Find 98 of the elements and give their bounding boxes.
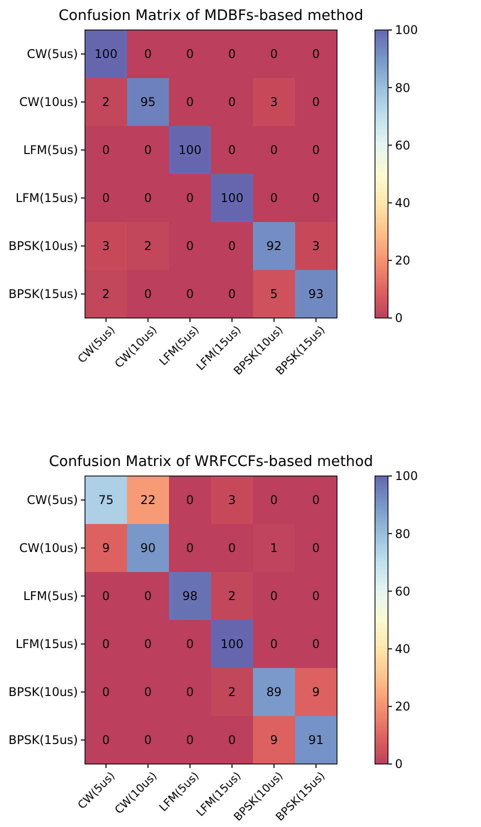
data-label: 0	[102, 637, 110, 652]
data-label: 0	[186, 191, 194, 206]
color-bar-label: 20	[395, 700, 410, 714]
chart-title: Confusion Matrix of WRFCCFs-based method	[48, 454, 374, 470]
data-label: 22	[140, 493, 156, 508]
color-bar-label: 100	[395, 23, 418, 38]
y-tick-label: CW(5us)	[26, 493, 78, 508]
data-label: 92	[266, 239, 282, 254]
data-label: 9	[102, 541, 110, 556]
data-label: 95	[140, 95, 156, 110]
data-label: 0	[144, 637, 152, 652]
data-label: 0	[144, 589, 152, 604]
color-bar-label: 20	[395, 254, 410, 268]
y-tick-label: BPSK(10us)	[8, 685, 78, 700]
data-label: 5	[270, 287, 278, 302]
data-label: 0	[270, 47, 278, 62]
data-label: 3	[312, 239, 320, 254]
data-label: 0	[270, 637, 278, 652]
data-label: 93	[308, 287, 324, 302]
data-label: 0	[186, 95, 194, 110]
data-label: 75	[98, 493, 114, 508]
data-label: 0	[186, 239, 194, 254]
data-label: 9	[312, 685, 320, 700]
color-bar-label: 0	[395, 757, 403, 772]
data-label: 0	[228, 95, 236, 110]
data-label: 3	[102, 239, 110, 254]
chart-title: Confusion Matrix of MDBFs-based method	[58, 8, 364, 24]
data-label: 0	[312, 541, 320, 556]
y-tick-label: BPSK(15us)	[8, 287, 78, 302]
data-label: 0	[186, 637, 194, 652]
data-label: 91	[308, 733, 324, 748]
data-label: 0	[228, 47, 236, 62]
data-label: 0	[144, 287, 152, 302]
color-bar-label: 80	[395, 80, 410, 95]
data-label: 0	[186, 493, 194, 508]
data-label: 0	[270, 191, 278, 206]
data-label: 0	[312, 493, 320, 508]
color-bar-label: 40	[395, 642, 410, 656]
data-label: 0	[270, 143, 278, 158]
data-label: 0	[312, 191, 320, 206]
data-label: 0	[186, 685, 194, 700]
data-label: 100	[220, 637, 244, 652]
data-label: 0	[102, 191, 110, 206]
data-label: 0	[228, 733, 236, 748]
color-bar-label: 60	[395, 138, 410, 152]
color-bar-label: 80	[395, 526, 410, 541]
data-label: 2	[228, 685, 236, 700]
data-label: 2	[102, 95, 110, 110]
data-label: 89	[266, 685, 282, 700]
data-label: 100	[94, 47, 118, 62]
data-label: 0	[270, 493, 278, 508]
data-label: 100	[220, 191, 244, 206]
data-label: 0	[144, 733, 152, 748]
data-label: 0	[144, 47, 152, 62]
y-tick-label: CW(5us)	[26, 47, 78, 62]
data-label: 2	[144, 239, 152, 254]
data-label: 0	[228, 143, 236, 158]
data-label: 0	[186, 541, 194, 556]
data-label: 0	[102, 589, 110, 604]
y-tick-label: BPSK(15us)	[8, 733, 78, 748]
data-label: 3	[228, 493, 236, 508]
y-tick-label: BPSK(10us)	[8, 239, 78, 254]
y-tick-label: LFM(5us)	[23, 143, 78, 158]
data-label: 0	[186, 733, 194, 748]
data-label: 1	[270, 541, 278, 556]
data-label: 0	[144, 191, 152, 206]
color-bar-label: 0	[395, 311, 403, 326]
data-label: 0	[186, 47, 194, 62]
data-label: 98	[182, 589, 198, 604]
data-label: 90	[140, 541, 156, 556]
color-bar-label: 40	[395, 196, 410, 210]
data-label: 2	[102, 287, 110, 302]
data-label: 0	[312, 637, 320, 652]
data-label: 0	[312, 589, 320, 604]
data-label: 2	[228, 589, 236, 604]
y-tick-label: LFM(15us)	[16, 191, 78, 206]
data-label: 0	[228, 287, 236, 302]
y-tick-label: LFM(5us)	[23, 589, 78, 604]
data-label: 9	[270, 733, 278, 748]
data-label: 0	[228, 239, 236, 254]
data-label: 0	[228, 541, 236, 556]
y-tick-label: LFM(15us)	[16, 637, 78, 652]
data-label: 0	[144, 685, 152, 700]
data-label: 0	[102, 685, 110, 700]
color-bar-label: 60	[395, 584, 410, 598]
y-tick-label: CW(10us)	[19, 541, 78, 556]
data-label: 0	[186, 287, 194, 302]
data-label: 100	[178, 143, 202, 158]
data-label: 0	[270, 589, 278, 604]
data-label: 3	[270, 95, 278, 110]
data-label: 0	[312, 47, 320, 62]
data-label: 0	[312, 95, 320, 110]
color-bar-label: 100	[395, 469, 418, 484]
y-tick-label: CW(10us)	[19, 95, 78, 110]
data-label: 0	[102, 143, 110, 158]
data-label: 0	[312, 143, 320, 158]
data-label: 0	[144, 143, 152, 158]
data-label: 0	[102, 733, 110, 748]
